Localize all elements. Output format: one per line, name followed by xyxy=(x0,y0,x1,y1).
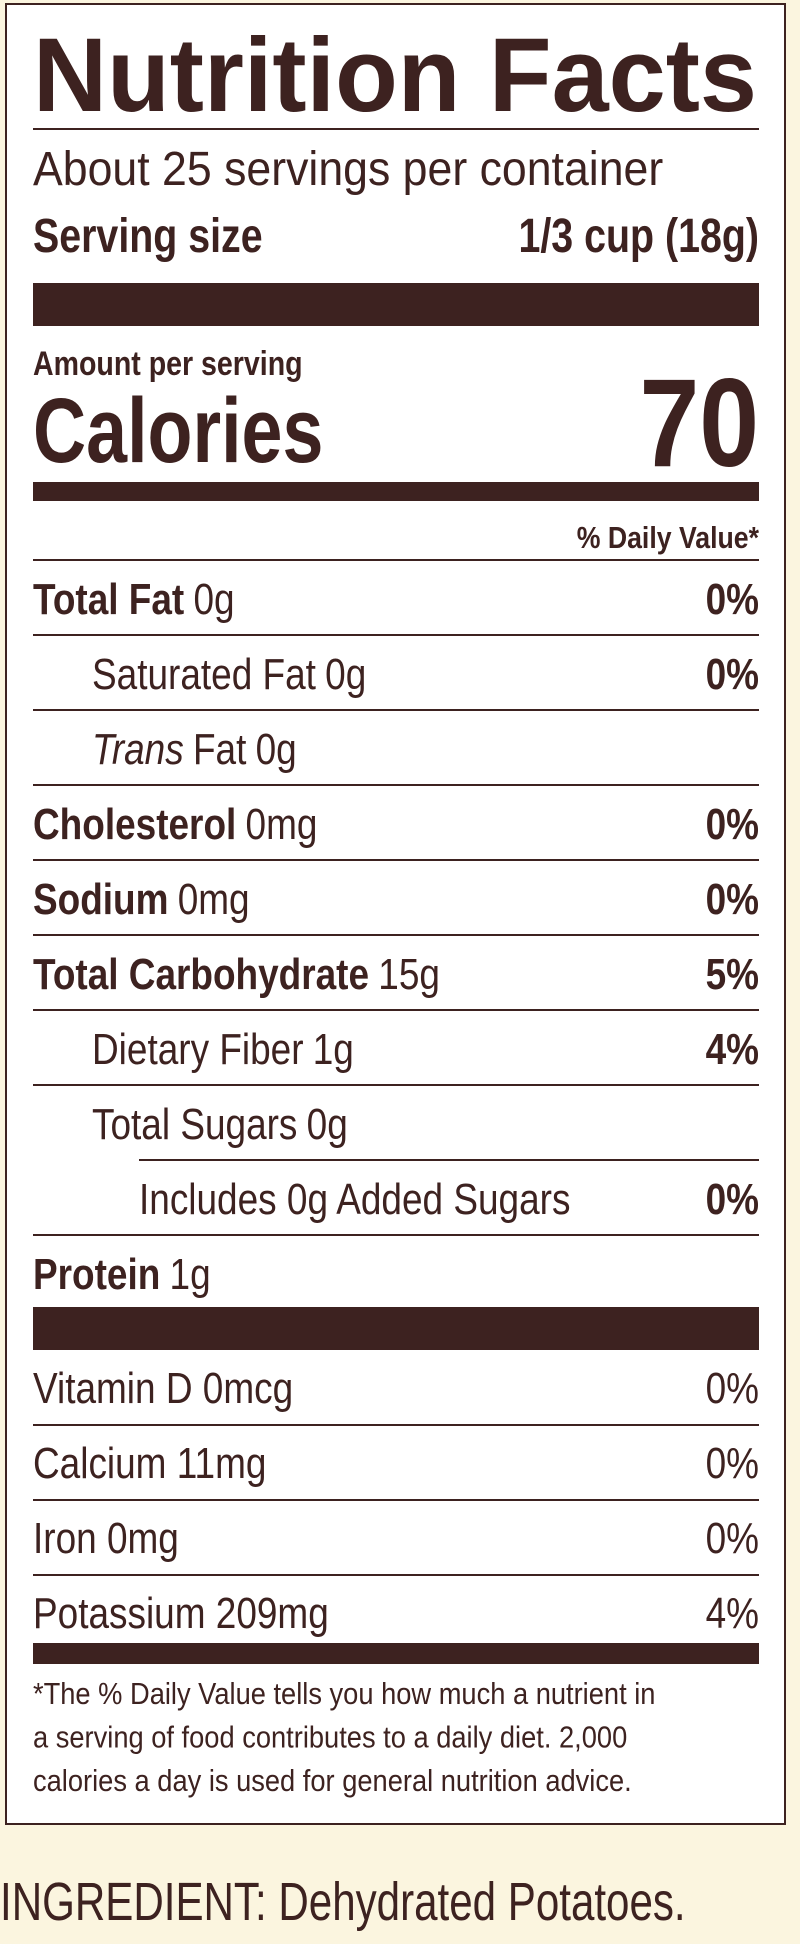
nutrient-dv: 0% xyxy=(706,574,759,624)
vitamin-dv: 0% xyxy=(706,1438,759,1488)
vitamin-name: Potassium 209mg xyxy=(33,1588,329,1638)
nutrient-name: Fat xyxy=(193,724,246,774)
nutrient-row: Total Fat 0g xyxy=(33,574,235,624)
footnote: *The % Daily Value tells you how much a … xyxy=(33,1677,655,1711)
nutrient-amount: 0mg xyxy=(178,874,250,924)
nutrient-dv: 5% xyxy=(706,949,759,999)
serving-size-value: 1/3 cup (18g) xyxy=(518,209,759,263)
nutrient-dv: 4% xyxy=(706,1024,759,1074)
vitamin-dv: 0% xyxy=(706,1513,759,1563)
nutrient-row: Sodium 0mg xyxy=(33,874,250,924)
nutrient-amount: 1g xyxy=(170,1249,211,1299)
medium-bar xyxy=(33,1643,759,1664)
thick-bar xyxy=(33,1307,759,1350)
nutrient-name: Total Carbohydrate xyxy=(33,949,369,999)
nutrient-amount: 0g xyxy=(256,724,297,774)
nutrient-name: Total Sugars xyxy=(92,1099,297,1149)
thick-bar xyxy=(33,283,759,326)
vitamin-dv: 0% xyxy=(706,1363,759,1413)
ingredients: INGREDIENT: Dehydrated Potatoes. xyxy=(0,1872,686,1932)
calories-value: 70 xyxy=(639,352,759,492)
dv-header: % Daily Value* xyxy=(577,521,760,555)
nutrient-name: Protein xyxy=(33,1249,160,1299)
nutrient-amount: 15g xyxy=(378,949,440,999)
nutrient-row: Cholesterol 0mg xyxy=(33,799,317,849)
vitamin-name: Iron 0mg xyxy=(33,1513,179,1563)
vitamin-name: Vitamin D 0mcg xyxy=(33,1363,293,1413)
nutrient-dv: 0% xyxy=(706,799,759,849)
nutrient-row: Trans Fat 0g xyxy=(92,724,297,774)
nutrient-row: Dietary Fiber 1g xyxy=(92,1024,354,1074)
vitamin-name: Calcium 11mg xyxy=(33,1438,266,1488)
nutrient-dv: 0% xyxy=(706,874,759,924)
nutrient-amount: 1g xyxy=(313,1024,354,1074)
nutrient-name: Cholesterol xyxy=(33,799,236,849)
servings: About 25 servings per container xyxy=(33,142,663,196)
calories-label: Calories xyxy=(33,379,323,482)
nutrient-amount: 0g xyxy=(193,574,234,624)
amount-per-serving: Amount per serving xyxy=(33,345,303,383)
nutrient-name: Sodium xyxy=(33,874,168,924)
footnote: a serving of food contributes to a daily… xyxy=(33,1721,627,1755)
nutrient-row: Total Sugars 0g xyxy=(92,1099,348,1149)
medium-bar xyxy=(33,482,759,501)
title: Nutrition Facts xyxy=(33,17,757,134)
nutrient-row: Total Carbohydrate 15g xyxy=(33,949,440,999)
nutrient-name: Dietary Fiber xyxy=(92,1024,304,1074)
nutrient-amount: 0mg xyxy=(246,799,318,849)
nutrient-prefix: Trans xyxy=(92,724,184,774)
nutrient-dv: 0% xyxy=(706,649,759,699)
nutrient-row: Includes 0g Added Sugars xyxy=(139,1174,570,1224)
vitamin-dv: 4% xyxy=(706,1588,759,1638)
nutrient-amount: 0g xyxy=(325,649,366,699)
nutrient-row: Protein 1g xyxy=(33,1249,211,1299)
nutrient-row: Saturated Fat 0g xyxy=(92,649,366,699)
nutrient-name: Includes 0g Added Sugars xyxy=(139,1174,570,1224)
nutrient-name: Saturated Fat xyxy=(92,649,316,699)
nutrient-name: Total Fat xyxy=(33,574,185,624)
nutrient-amount: 0g xyxy=(307,1099,348,1149)
footnote: calories a day is used for general nutri… xyxy=(33,1764,632,1798)
serving-size-label: Serving size xyxy=(33,209,263,263)
nutrient-dv: 0% xyxy=(706,1174,759,1224)
